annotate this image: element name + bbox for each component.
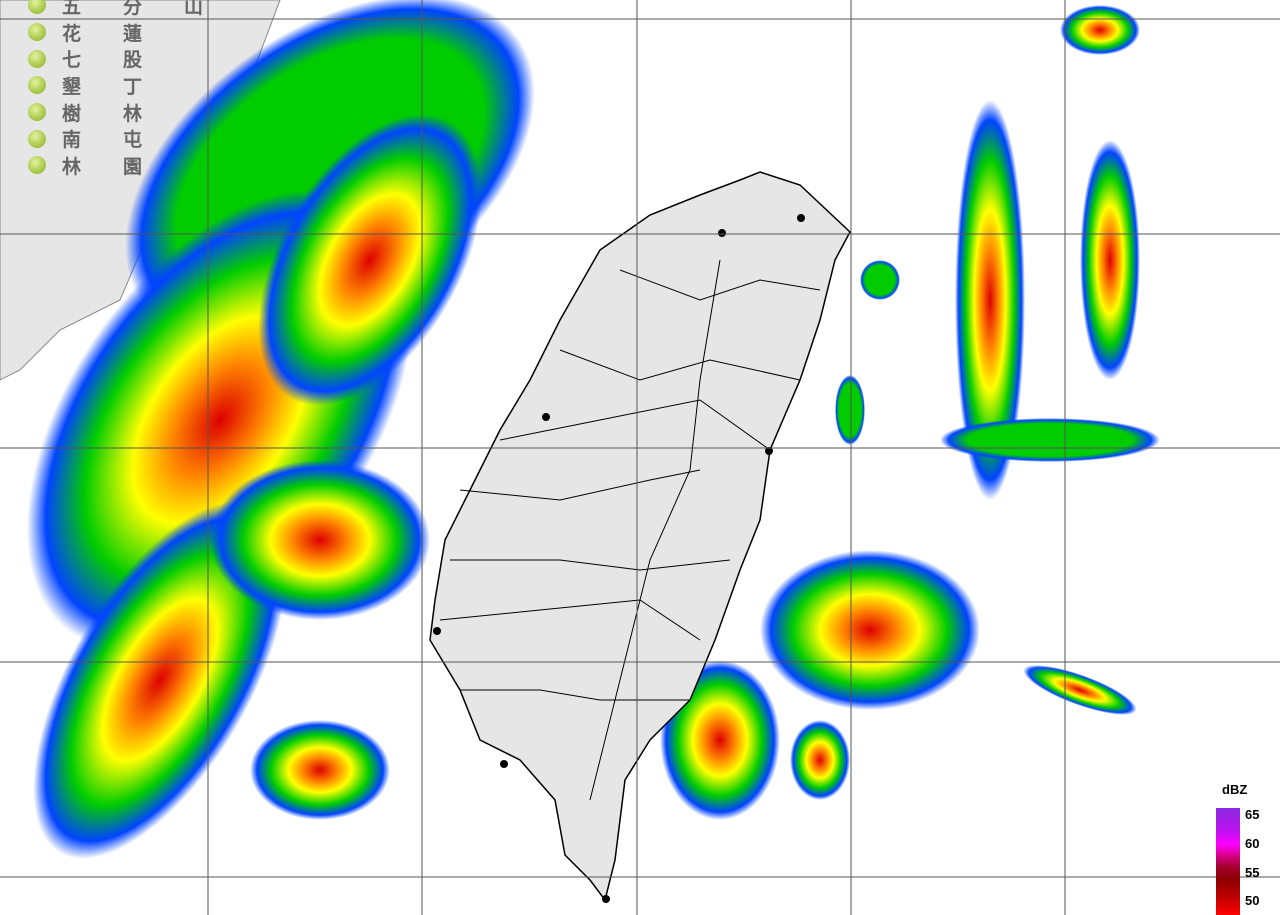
dbz-legend: dBZ 65 60 55 50	[1214, 780, 1280, 915]
station-bullet-icon	[28, 23, 46, 42]
station-item[interactable]: 林園	[28, 152, 245, 179]
legend-unit: dBZ	[1222, 782, 1248, 797]
station-bullet-icon	[28, 49, 46, 68]
legend-tick: 60	[1245, 836, 1260, 851]
legend-tick: 50	[1245, 893, 1260, 908]
county-borders	[439, 259, 821, 801]
legend-color-bar	[1216, 808, 1240, 915]
station-item[interactable]: 七股	[28, 45, 245, 72]
station-item[interactable]: 樹林	[28, 99, 245, 126]
station-item[interactable]: 墾丁	[28, 72, 245, 99]
taiwan-island	[429, 171, 851, 902]
station-bullet-icon	[28, 0, 46, 15]
radar-station-list: 五分山 花蓮 七股 墾丁 樹林 南屯 林園	[28, 0, 245, 179]
rain-echo-east	[660, 5, 1160, 820]
station-item[interactable]: 五分山	[28, 0, 245, 19]
radar-station-markers	[433, 214, 805, 903]
station-item[interactable]: 花蓮	[28, 19, 245, 46]
station-bullet-icon	[28, 76, 46, 95]
legend-tick: 65	[1245, 807, 1260, 822]
legend-tick: 55	[1245, 865, 1260, 880]
station-item[interactable]: 南屯	[28, 125, 245, 152]
station-bullet-icon	[28, 103, 46, 122]
station-bullet-icon	[28, 156, 46, 175]
rain-echo-west	[26, 0, 535, 859]
station-bullet-icon	[28, 129, 46, 148]
